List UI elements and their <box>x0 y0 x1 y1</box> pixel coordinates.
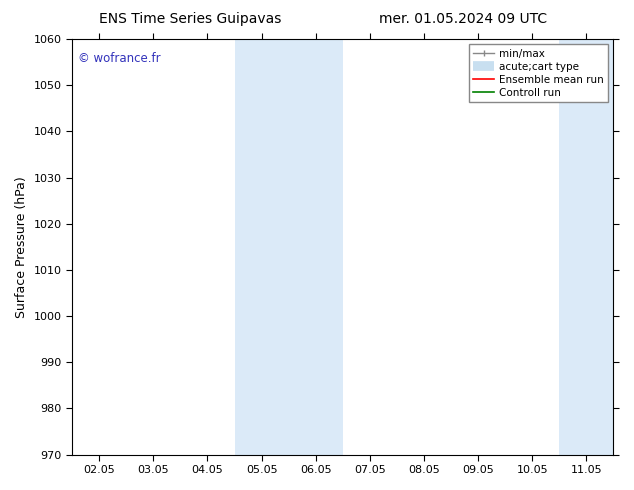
Bar <box>235 39 288 455</box>
Y-axis label: Surface Pressure (hPa): Surface Pressure (hPa) <box>15 176 28 318</box>
Text: © wofrance.fr: © wofrance.fr <box>77 51 160 65</box>
Bar <box>288 39 343 455</box>
Text: mer. 01.05.2024 09 UTC: mer. 01.05.2024 09 UTC <box>378 12 547 26</box>
Text: ENS Time Series Guipavas: ENS Time Series Guipavas <box>99 12 281 26</box>
Bar <box>586 39 614 455</box>
Bar <box>559 39 586 455</box>
Legend: min/max, acute;cart type, Ensemble mean run, Controll run: min/max, acute;cart type, Ensemble mean … <box>469 45 608 102</box>
